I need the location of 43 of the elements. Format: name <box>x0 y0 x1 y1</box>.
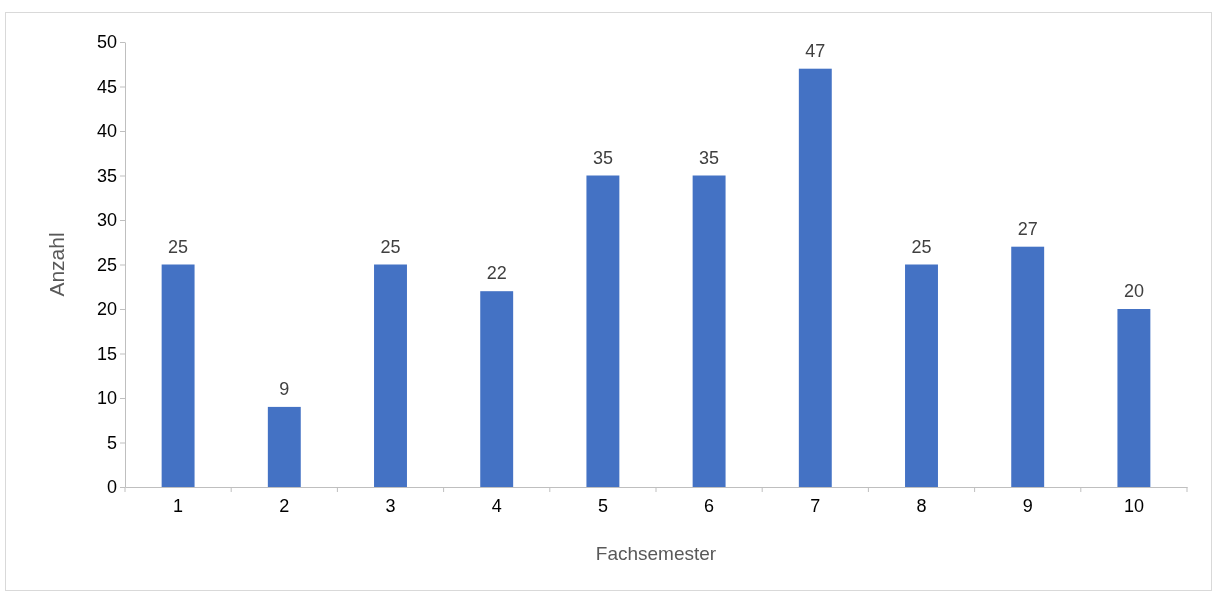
bar <box>374 264 407 487</box>
x-tick-label: 5 <box>597 495 608 516</box>
y-tick-label: 35 <box>96 165 117 186</box>
y-tick-label: 5 <box>106 432 117 453</box>
data-label: 25 <box>380 236 401 257</box>
data-label: 20 <box>1123 281 1144 301</box>
data-label: 25 <box>911 236 932 257</box>
x-tick-label: 10 <box>1123 495 1144 516</box>
bar <box>586 175 620 487</box>
data-label: 35 <box>592 147 613 168</box>
bar <box>1117 309 1151 487</box>
data-label: 47 <box>805 40 826 61</box>
y-tick-label: 30 <box>96 210 117 231</box>
x-tick-label: 4 <box>491 495 502 516</box>
data-label: 25 <box>168 236 189 257</box>
y-tick-label: 10 <box>96 388 117 409</box>
y-tick-label: 25 <box>96 254 117 275</box>
x-tick-label: 1 <box>173 495 184 516</box>
y-tick-label: 0 <box>106 477 117 498</box>
x-tick-label: 7 <box>810 495 821 516</box>
y-tick-label: 20 <box>96 299 117 320</box>
bar <box>692 175 726 487</box>
bar <box>480 291 514 487</box>
y-tick-label: 50 <box>96 32 117 53</box>
bar <box>161 264 195 487</box>
y-tick-label: 45 <box>96 76 117 97</box>
x-axis-title: Fachsemester <box>595 543 717 564</box>
data-label: 35 <box>699 147 720 168</box>
data-label: 22 <box>486 263 507 284</box>
bar <box>267 406 301 487</box>
x-tick-label: 3 <box>385 495 396 516</box>
x-tick-label: 6 <box>704 495 715 516</box>
y-axis-title: Anzahl <box>45 232 68 297</box>
x-tick-label: 2 <box>279 495 290 516</box>
bar <box>1011 246 1045 487</box>
data-label: 9 <box>279 378 290 399</box>
bar <box>798 68 832 487</box>
bar <box>905 264 938 487</box>
data-label: 27 <box>1017 218 1038 239</box>
x-tick-label: 8 <box>916 495 927 516</box>
x-tick-label: 9 <box>1022 495 1033 516</box>
y-tick-label: 40 <box>96 121 117 142</box>
y-tick-label: 15 <box>96 343 117 364</box>
